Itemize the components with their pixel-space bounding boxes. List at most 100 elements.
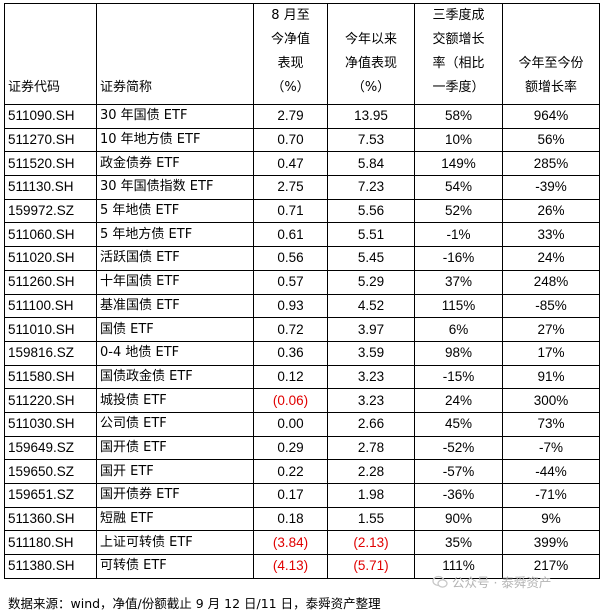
table-row: 511180.SH 上证可转债 ETF (3.84) (2.13) 35% 399%: [4, 530, 600, 556]
cell-ytd-nav: 1.55: [327, 506, 415, 532]
table-row: 511130.SH 30 年国债指数 ETF 2.75 7.23 54% -39%: [4, 175, 600, 200]
cell-name: 10 年地方债 ETF: [96, 127, 254, 153]
cell-code: 159649.SZ: [4, 435, 97, 461]
cell-code: 511520.SH: [4, 151, 97, 177]
cell-name: 5 年地方债 ETF: [96, 222, 254, 248]
cell-ytd-share: 9%: [502, 506, 600, 532]
cell-code: 511360.SH: [4, 506, 97, 532]
cell-code: 511130.SH: [4, 175, 97, 200]
cell-aug-nav: 0.70: [253, 127, 328, 153]
cell-aug-nav: 0.00: [253, 411, 328, 437]
cell-aug-nav: 0.22: [253, 459, 328, 484]
cell-q3-volume: 115%: [414, 293, 503, 319]
cell-aug-nav: 0.61: [253, 222, 328, 248]
cell-ytd-nav: 5.51: [327, 222, 415, 248]
cell-q3-volume: 90%: [414, 506, 503, 532]
cell-ytd-nav: 4.52: [327, 293, 415, 319]
table-row: 511360.SH 短融 ETF 0.18 1.55 90% 9%: [4, 506, 600, 532]
cell-name: 30 年国债指数 ETF: [96, 175, 254, 200]
cell-q3-volume: -52%: [414, 435, 503, 461]
cell-code: 511020.SH: [4, 246, 97, 271]
cell-ytd-nav: 7.23: [327, 175, 415, 200]
cell-ytd-share: 964%: [502, 104, 600, 129]
cell-code: 159816.SZ: [4, 340, 97, 366]
cell-aug-nav: 0.93: [253, 293, 328, 319]
cell-aug-nav: 0.17: [253, 483, 328, 508]
header-line: 净值表现: [344, 56, 397, 71]
cell-name: 国开 ETF: [96, 459, 254, 484]
cell-ytd-share: 26%: [502, 198, 600, 224]
header-line: 证券代码: [8, 80, 61, 95]
cell-name: 政金债券 ETF: [96, 151, 254, 177]
header-line: 今年以来: [344, 32, 397, 47]
cell-q3-volume: 58%: [414, 104, 503, 129]
watermark: 公众号 · 泰舜资产: [432, 572, 551, 591]
cell-code: 159650.SZ: [4, 459, 97, 484]
cell-aug-nav: (3.84): [253, 530, 328, 556]
cell-name: 公司债 ETF: [96, 411, 254, 437]
table-row: 511100.SH 基准国债 ETF 0.93 4.52 115% -85%: [4, 293, 600, 319]
cell-ytd-share: 17%: [502, 340, 600, 366]
header-code: 证券代码: [4, 3, 97, 105]
cell-code: 511380.SH: [4, 554, 97, 579]
header-line: 表现: [277, 56, 304, 71]
table-row: 159650.SZ 国开 ETF 0.22 2.28 -57% -44%: [4, 459, 600, 484]
cell-code: 511180.SH: [4, 530, 97, 556]
cell-aug-nav: 0.57: [253, 269, 328, 295]
cell-code: 511100.SH: [4, 293, 97, 319]
cell-ytd-share: 56%: [502, 127, 600, 153]
table-header-row: 证券代码 证券简称 8 月至 今净值 表现 （%） 今年以来 净值表现 （%） 三季度成交…: [4, 3, 600, 105]
cell-ytd-nav: (2.13): [327, 530, 415, 556]
cell-q3-volume: -57%: [414, 459, 503, 484]
cell-ytd-share: 300%: [502, 388, 600, 413]
cell-aug-nav: 2.79: [253, 104, 328, 129]
cell-code: 511270.SH: [4, 127, 97, 153]
cell-q3-volume: 10%: [414, 127, 503, 153]
cell-ytd-nav: 5.45: [327, 246, 415, 271]
cell-code: 159651.SZ: [4, 483, 97, 508]
cell-ytd-share: 27%: [502, 317, 600, 342]
cell-aug-nav: 0.29: [253, 435, 328, 461]
cell-code: 159972.SZ: [4, 198, 97, 224]
cell-ytd-share: 285%: [502, 151, 600, 177]
cell-ytd-share: -7%: [502, 435, 600, 461]
header-line: 8 月至: [271, 8, 310, 23]
header-line: （%）: [271, 80, 310, 95]
cell-q3-volume: 54%: [414, 175, 503, 200]
cell-aug-nav: 0.18: [253, 506, 328, 532]
header-line: 今年至今份: [518, 56, 584, 71]
bond-etf-table: 证券代码 证券简称 8 月至 今净值 表现 （%） 今年以来 净值表现 （%） 三季度成交…: [4, 3, 600, 579]
table-row: 159651.SZ 国开债券 ETF 0.17 1.98 -36% -71%: [4, 483, 600, 508]
source-note: 数据来源：wind，净值/份额截止 9 月 12 日/11 日，泰舜资产整理: [8, 596, 381, 611]
cell-name: 基准国债 ETF: [96, 293, 254, 319]
table-row: 511580.SH 国债政金债 ETF 0.12 3.23 -15% 91%: [4, 364, 600, 390]
cell-aug-nav: 0.72: [253, 317, 328, 342]
header-line: 今净值: [270, 32, 310, 47]
header-ytd-nav: 今年以来净值表现 （%）: [327, 3, 415, 105]
cell-ytd-nav: 3.97: [327, 317, 415, 342]
cell-ytd-share: 73%: [502, 411, 600, 437]
cell-q3-volume: 35%: [414, 530, 503, 556]
cell-ytd-nav: 1.98: [327, 483, 415, 508]
header-aug-nav: 8 月至今净值表现 （%）: [253, 3, 328, 105]
cell-name: 国开债 ETF: [96, 435, 254, 461]
cell-aug-nav: 0.56: [253, 246, 328, 271]
header-line: （%）: [351, 80, 391, 95]
header-line: 率（相比: [432, 56, 485, 71]
table-row: 159972.SZ 5 年地债 ETF 0.71 5.56 52% 26%: [4, 198, 600, 224]
cell-ytd-nav: 3.23: [327, 388, 415, 413]
table-row: 511520.SH 政金债券 ETF 0.47 5.84 149% 285%: [4, 151, 600, 177]
cell-ytd-nav: 5.84: [327, 151, 415, 177]
cell-code: 511010.SH: [4, 317, 97, 342]
cell-q3-volume: 45%: [414, 411, 503, 437]
cell-q3-volume: -36%: [414, 483, 503, 508]
cell-name: 上证可转债 ETF: [96, 530, 254, 556]
cell-aug-nav: 0.47: [253, 151, 328, 177]
table-row: 511220.SH 城投债 ETF (0.06) 3.23 24% 300%: [4, 388, 600, 413]
cell-ytd-nav: 13.95: [327, 104, 415, 129]
cell-code: 511220.SH: [4, 388, 97, 413]
cell-aug-nav: 0.12: [253, 364, 328, 390]
cell-code: 511060.SH: [4, 222, 97, 248]
cell-ytd-nav: 2.78: [327, 435, 415, 461]
cell-name: 可转债 ETF: [96, 554, 254, 579]
